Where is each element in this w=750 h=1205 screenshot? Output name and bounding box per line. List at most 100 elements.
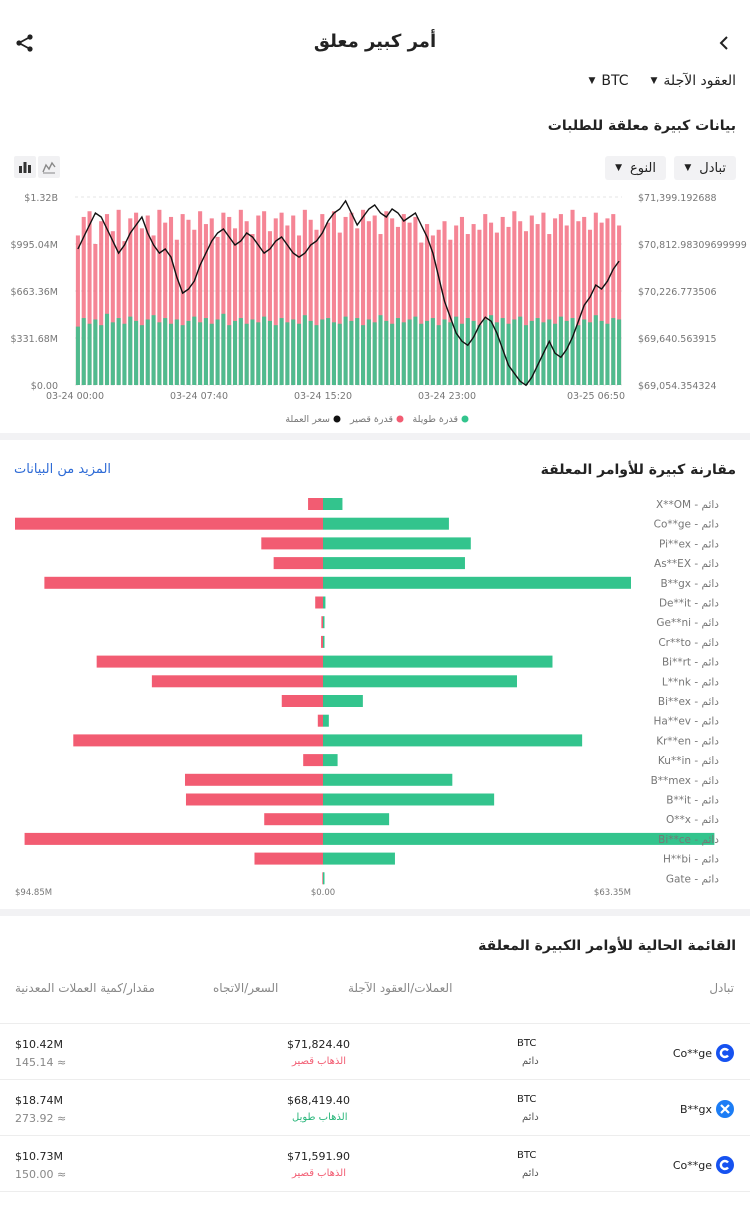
short-bar [448, 239, 453, 385]
y-right-tick: $69,054.354324 [638, 381, 717, 392]
long-bar [465, 318, 470, 385]
long-bar [116, 318, 121, 385]
open-interest-chart: $1.32B $71,399.192688 $995.04M $70,812.9830… [11, 193, 747, 425]
exchange-cell[interactable]: Co**ge [673, 1156, 734, 1174]
long-bar [323, 576, 631, 589]
short-bar [209, 218, 214, 385]
long-bar [221, 313, 226, 385]
amount-value: $18.74M [15, 1094, 63, 1107]
long-bar [593, 315, 598, 385]
short-bar [518, 221, 523, 385]
y-right-tick: $70,226.773506 [638, 287, 717, 298]
short-bar [232, 228, 238, 385]
long-bar [323, 813, 390, 826]
long-bar [395, 318, 400, 385]
short-bar [384, 211, 389, 385]
short-bar [471, 224, 476, 385]
share-button[interactable] [14, 32, 36, 54]
short-bar [186, 219, 191, 385]
exchange-cell[interactable]: B**gx [680, 1100, 734, 1118]
long-bar [611, 318, 616, 385]
short-bar [250, 234, 255, 385]
long-bar [323, 675, 517, 688]
bar-chart-icon[interactable] [14, 156, 36, 178]
category-label: O**x - دائم [666, 814, 719, 826]
caret-down-icon: ▼ [684, 163, 692, 173]
type-dropdown[interactable]: النوع ▼ [605, 156, 666, 180]
long-bar [157, 322, 162, 385]
short-bar [512, 211, 517, 385]
short-bar [279, 212, 284, 385]
amount-value: $10.73M [15, 1150, 63, 1163]
open-interest-title: بيانات كبيرة معلقة للطلبات [547, 118, 736, 134]
price-line [77, 199, 620, 387]
short-bar [44, 576, 324, 589]
short-bar [302, 209, 307, 385]
amount-value: $10.42M [15, 1038, 63, 1051]
long-bar [587, 322, 593, 385]
short-bar [180, 214, 185, 385]
short-bar [553, 218, 558, 385]
header-exchange: تبادل [709, 981, 734, 995]
long-bar [163, 318, 168, 385]
short-bar [227, 216, 232, 385]
long-bar [323, 734, 583, 747]
short-bar [395, 226, 400, 385]
short-bar [413, 216, 418, 385]
short-bar [483, 214, 488, 385]
category-label: As**EX - دائم [654, 558, 719, 570]
legend-dot [396, 415, 404, 423]
y-right-tick: $70,812.98309699999 [638, 240, 747, 251]
quantity-value: 273.92 ≈ [15, 1112, 67, 1125]
short-bar [343, 216, 348, 385]
long-bar [494, 322, 499, 385]
long-bar [323, 793, 495, 806]
short-bar [599, 222, 604, 385]
more-data-link[interactable]: المزيد من البيانات [14, 462, 112, 477]
x-tick: $0.00 [311, 888, 335, 898]
coin-symbol: BTC [517, 1038, 537, 1049]
short-bar [81, 216, 86, 385]
table-row[interactable]: $10.73M 150.00 ≈ $71,591.90 الذهاب قصير BTC د… [0, 1135, 750, 1192]
market-dropdown[interactable]: العقود الآجلة ▼ [651, 73, 737, 89]
long-bar [128, 316, 133, 385]
long-bar [308, 320, 313, 385]
line-chart-icon[interactable] [38, 156, 60, 178]
long-bar [110, 322, 115, 385]
short-bar [198, 211, 203, 385]
long-bar [605, 323, 610, 385]
top-bar: أمر كبير معلق [0, 0, 750, 86]
coin-dropdown[interactable]: BTC ▼ [588, 73, 628, 89]
short-bar [168, 216, 174, 385]
long-bar [489, 315, 494, 385]
long-bar [168, 323, 174, 385]
coin-symbol: BTC [517, 1094, 537, 1105]
comparison-title: مقارنة كبيرة للأوامر المعلقة [540, 462, 736, 478]
category-label: Bi**ex - دائم [658, 696, 719, 708]
long-bar [576, 325, 581, 385]
y-left-tick: $0.00 [31, 381, 58, 392]
short-bar [494, 232, 499, 385]
long-bar [401, 322, 406, 385]
short-bar [308, 498, 323, 510]
short-bar [314, 229, 319, 385]
long-bar [483, 319, 488, 385]
long-bar [323, 872, 325, 885]
long-bar [81, 318, 86, 385]
short-bar [419, 242, 424, 385]
table-row[interactable]: $10.42M 145.14 ≈ $71,824.40 الذهاب قصير BTC د… [0, 1023, 750, 1080]
long-bar [323, 714, 329, 727]
coin-symbol: BTC [517, 1150, 537, 1161]
exchange-dropdown[interactable]: تبادل ▼ [674, 156, 736, 180]
legend-label: قدرة طويلة [413, 414, 458, 425]
exchange-cell[interactable]: Co**ge [673, 1044, 734, 1062]
table-row[interactable]: $18.74M 273.92 ≈ $68,419.40 الذهاب طويل BTC د… [0, 1079, 750, 1136]
chart-type-switch [14, 156, 60, 178]
long-bar [87, 323, 92, 385]
back-button[interactable] [714, 32, 736, 54]
long-bar [273, 325, 278, 385]
short-bar [535, 224, 540, 385]
long-bar [75, 326, 80, 385]
category-label: Bi**ce - دائم [658, 834, 719, 846]
quantity-value: 150.00 ≈ [15, 1168, 67, 1181]
